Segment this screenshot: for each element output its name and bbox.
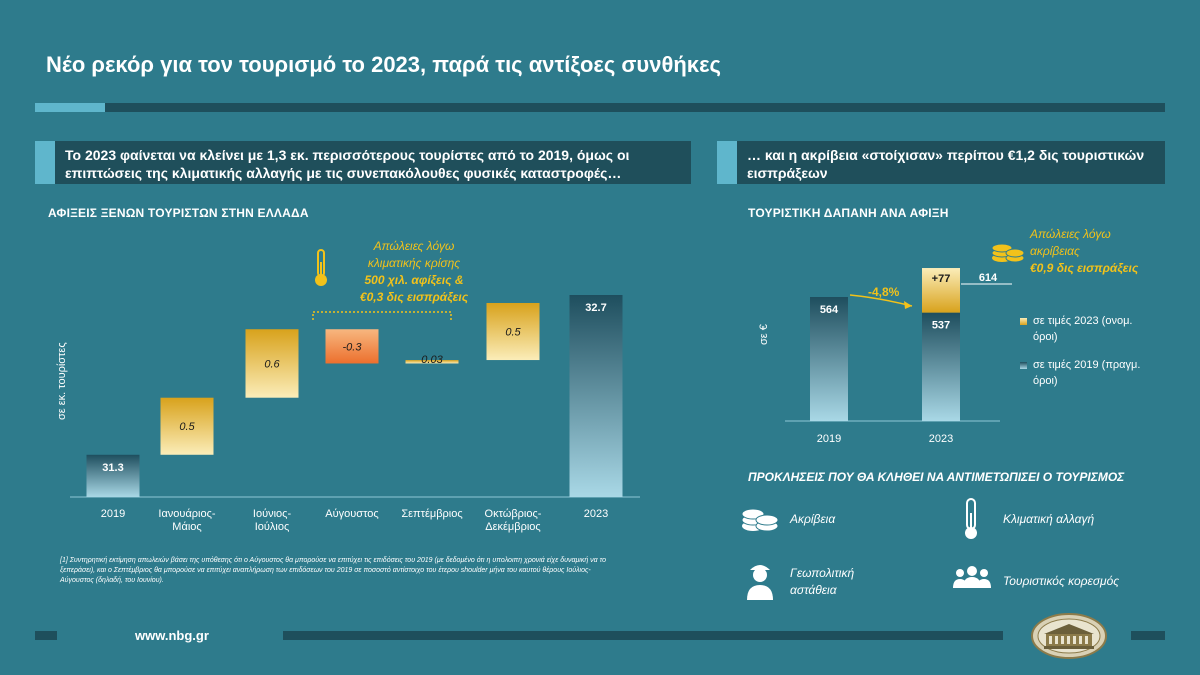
waterfall-label-0: 31.3	[102, 462, 123, 474]
legend-item-2019: σε τιμές 2019 (πραγμ. όροι)	[1020, 357, 1160, 389]
waterfall-bar-5	[486, 302, 540, 361]
right-note: Απώλειες λόγω ακρίβειας €0,9 δις εισπράξ…	[1030, 226, 1160, 277]
challenge-geopolitics-line1: Γεωπολιτική	[790, 566, 855, 580]
legend-label-2023-a: σε τιμές 2023 (ονομ.	[1033, 315, 1133, 327]
legend-label-2023: σε τιμές 2023 (ονομ. όροι)	[1033, 313, 1132, 345]
top-rule	[105, 103, 1165, 112]
legend-label-2019: σε τιμές 2019 (πραγμ. όροι)	[1033, 357, 1140, 389]
challenge-inflation: Ακρίβεια	[790, 512, 836, 526]
challenge-climate: Κλιματική αλλαγή	[1003, 512, 1095, 526]
waterfall-xlabel-5: Οκτώβριος- Δεκέμβριος	[484, 508, 542, 533]
left-chart-title: ΑΦΙΞΕΙΣ ΞΕΝΩΝ ΤΟΥΡΙΣΤΩΝ ΣΤΗΝ ΕΛΛΑΔΑ	[48, 206, 309, 220]
spend-label-nominal-1: +77	[932, 273, 951, 285]
waterfall-label-4: 0.03	[421, 354, 443, 366]
spend-total-label: 614	[979, 272, 998, 284]
left-note-line1: Απώλειες λόγω	[373, 239, 455, 253]
waterfall-xlabel-0: 2019	[100, 508, 126, 520]
bottom-rule-left	[35, 631, 57, 640]
waterfall-bar-2	[245, 329, 299, 398]
waterfall-xlabel-1: Ιανουάριος- Μάιος	[158, 508, 216, 533]
coins-icon	[991, 243, 1025, 263]
waterfall-label-3: -0.3	[343, 341, 363, 353]
left-banner-accent	[35, 141, 55, 184]
waterfall-xlabel-4: Σεπτέμβριος	[401, 508, 463, 520]
legend: σε τιμές 2023 (ονομ. όροι) σε τιμές 2019 …	[1020, 313, 1160, 389]
footnote: [1] Συντηρητική εκτίμηση απωλειών βάσει …	[60, 557, 607, 584]
spend-bar-nominal-1	[922, 268, 960, 313]
soldier-icon	[747, 565, 773, 600]
change-arrowhead	[904, 301, 912, 309]
losses-bracket	[312, 311, 452, 320]
nbg-logo	[1031, 613, 1107, 659]
bottom-rule-right	[1131, 631, 1165, 640]
challenge-geopolitics-line2: αστάθεια	[790, 583, 837, 597]
spend-label-real-1: 537	[932, 320, 950, 332]
coins-stack-icon	[741, 508, 779, 532]
right-banner: … και η ακρίβεια «στοίχισαν» περίπου €1,…	[737, 141, 1165, 184]
waterfall-xlabel-3: Αύγουστος	[325, 508, 379, 520]
waterfall-label-2: 0.6	[264, 358, 280, 370]
spend-xlabel-0: 2019	[816, 433, 842, 445]
waterfall-bar-3	[325, 329, 379, 364]
crowd-icon	[953, 566, 991, 588]
legend-item-2023: σε τιμές 2023 (ονομ. όροι)	[1020, 313, 1160, 345]
spend-label-real-0: 564	[820, 304, 839, 316]
page-title: Νέο ρεκόρ για τον τουρισμό το 2023, παρά…	[46, 52, 721, 77]
spend-xlabel-1: 2023	[928, 433, 954, 445]
spend-bar-real-0	[810, 297, 848, 421]
waterfall-label-6: 32.7	[585, 302, 606, 314]
website-link[interactable]: www.nbg.gr	[135, 628, 209, 643]
legend-label-2019-a: σε τιμές 2019 (πραγμ.	[1033, 359, 1141, 371]
waterfall-bar-6	[569, 295, 623, 497]
waterfall-bar-4	[405, 360, 459, 364]
right-note-line1: Απώλειες λόγω	[1030, 227, 1111, 241]
waterfall-bar-0	[86, 454, 140, 497]
challenge-geopolitics: Γεωπολιτική αστάθεια	[790, 565, 854, 599]
spend-bar-real-1	[922, 312, 960, 421]
challenges-title: ΠΡΟΚΛΗΣΕΙΣ ΠΟΥ ΘΑ ΚΛΗΘΕΙ ΝΑ ΑΝΤΙΜΕΤΩΠΙΣΕ…	[748, 470, 1125, 484]
thermometer-icon	[315, 249, 327, 286]
legend-swatch-2019	[1020, 362, 1027, 369]
right-note-line3: €0,9 δις εισπράξεις	[1030, 261, 1139, 275]
left-note: Απώλειες λόγω κλιματικής κρίσης 500 χιλ.…	[344, 238, 484, 306]
top-rule-accent	[35, 103, 105, 112]
challenge-overtourism: Τουριστικός κορεσμός	[1003, 574, 1120, 588]
left-note-line3: 500 χιλ. αφίξεις &	[364, 273, 464, 287]
legend-label-2023-b: όροι)	[1033, 331, 1058, 343]
waterfall-xlabel-2: Ιούνιος- Ιούλιος	[252, 508, 292, 533]
waterfall-bar-1	[160, 397, 214, 455]
change-label: -4,8%	[868, 285, 900, 299]
left-note-line2: κλιματικής κρίσης	[367, 256, 461, 270]
legend-swatch-2023	[1020, 318, 1027, 325]
left-banner: Το 2023 φαίνεται να κλείνει με 1,3 εκ. π…	[55, 141, 691, 184]
waterfall-xlabel-6: 2023	[583, 508, 609, 520]
right-banner-accent	[717, 141, 737, 184]
right-chart-title: ΤΟΥΡΙΣΤΙΚΗ ΔΑΠΑΝΗ ΑΝΑ ΑΦΙΞΗ	[748, 206, 949, 220]
right-note-line2: ακρίβειας	[1030, 244, 1080, 258]
bottom-rule	[283, 631, 1003, 640]
waterfall-label-5: 0.5	[505, 327, 521, 339]
left-note-line4: €0,3 δις εισπράξεις	[359, 290, 469, 304]
thermometer-white-icon	[965, 498, 977, 539]
waterfall-label-1: 0.5	[179, 421, 195, 433]
legend-label-2019-b: όροι)	[1033, 375, 1058, 387]
